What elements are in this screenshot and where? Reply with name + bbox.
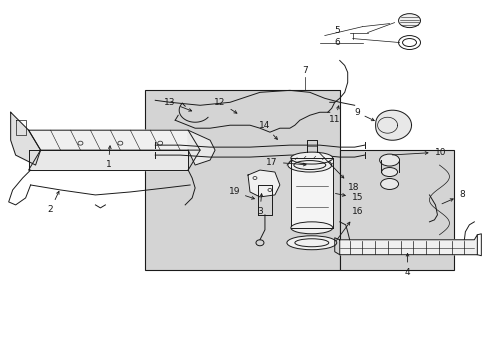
- Polygon shape: [11, 112, 41, 165]
- Polygon shape: [375, 110, 411, 140]
- Text: 14: 14: [259, 121, 277, 139]
- Text: 12: 12: [214, 98, 236, 113]
- Text: 13: 13: [163, 98, 191, 111]
- Text: 10: 10: [391, 148, 445, 157]
- Ellipse shape: [287, 158, 331, 172]
- Text: 17: 17: [266, 158, 305, 167]
- Bar: [290, 158, 332, 228]
- Ellipse shape: [379, 154, 399, 166]
- Ellipse shape: [290, 222, 332, 234]
- Text: 19: 19: [228, 188, 254, 199]
- Ellipse shape: [380, 179, 398, 189]
- Text: 7: 7: [301, 66, 307, 75]
- Ellipse shape: [398, 14, 420, 28]
- Polygon shape: [29, 150, 188, 170]
- Polygon shape: [247, 170, 279, 197]
- Text: 18: 18: [318, 152, 359, 193]
- Text: 3: 3: [257, 194, 262, 216]
- Text: 16: 16: [336, 207, 363, 240]
- Text: 8: 8: [441, 190, 464, 204]
- Polygon shape: [29, 130, 200, 150]
- Text: 15: 15: [335, 193, 363, 202]
- Ellipse shape: [290, 152, 332, 164]
- Ellipse shape: [286, 236, 336, 250]
- Text: 2: 2: [48, 191, 59, 214]
- Polygon shape: [339, 235, 476, 255]
- Bar: [145, 90, 339, 270]
- Bar: [339, 150, 453, 270]
- Text: 9: 9: [353, 108, 373, 121]
- Text: 4: 4: [404, 253, 409, 277]
- Text: 5: 5: [333, 26, 339, 35]
- Ellipse shape: [381, 167, 397, 176]
- Polygon shape: [188, 130, 215, 165]
- Text: 1: 1: [105, 146, 111, 169]
- Text: 6: 6: [333, 38, 339, 47]
- Text: 11: 11: [328, 106, 340, 124]
